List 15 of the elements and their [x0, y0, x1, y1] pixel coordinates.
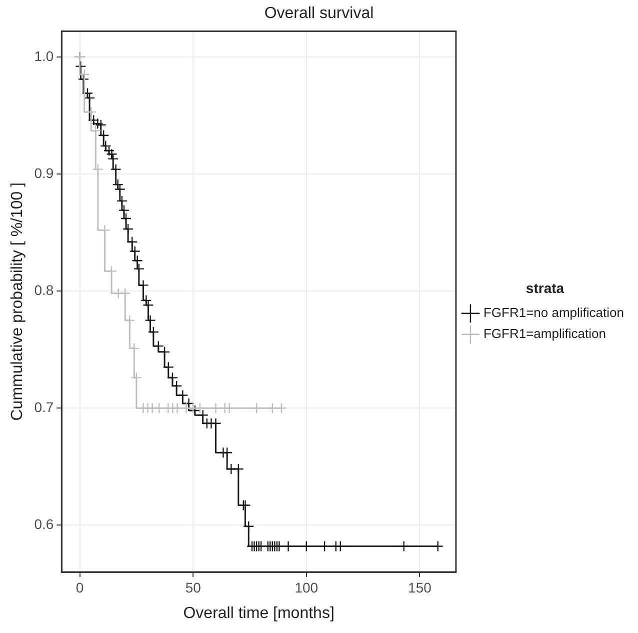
- x-tick-label: 150: [408, 579, 432, 596]
- x-axis-title: Overall time [months]: [183, 604, 334, 622]
- y-tick-label: 0.8: [34, 282, 54, 298]
- legend-title: strata: [526, 280, 564, 296]
- chart-title: Overall survival: [264, 5, 374, 22]
- y-tick-label: 0.7: [34, 398, 54, 415]
- y-tick-label: 0.6: [34, 516, 54, 532]
- legend-label: FGFR1=no amplification: [483, 304, 624, 320]
- legend-label: FGFR1=amplification: [483, 326, 606, 341]
- x-tick-label: 100: [294, 579, 318, 596]
- y-axis-title: Cummulative probability [ %/100 ]: [9, 182, 26, 421]
- x-tick-label: 50: [185, 579, 202, 596]
- y-tick-label: 1.0: [34, 48, 54, 64]
- y-tick-label: 0.9: [34, 164, 54, 181]
- x-tick-label: 0: [76, 579, 84, 596]
